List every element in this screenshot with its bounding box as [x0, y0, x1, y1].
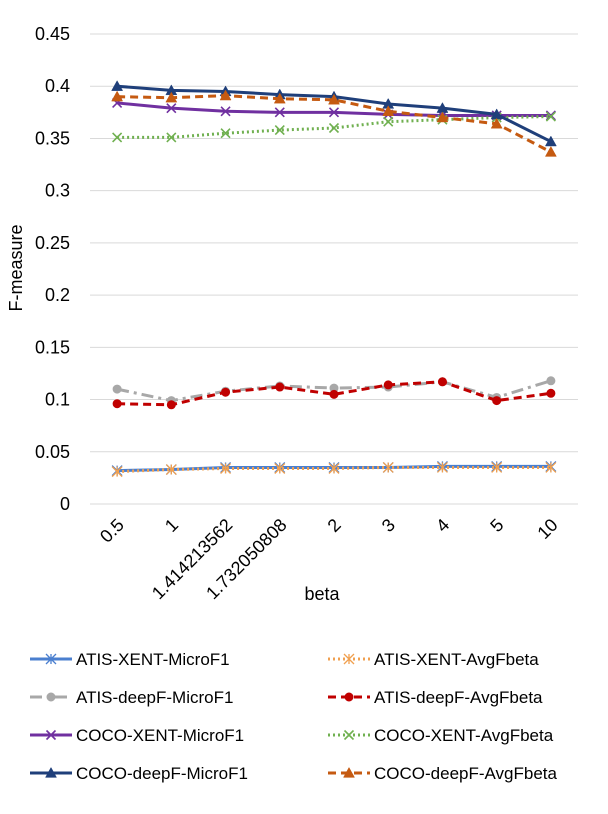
- data-point: [382, 105, 395, 116]
- legend-item: ATIS-deepF-AvgFbeta: [328, 688, 543, 707]
- data-point: [111, 466, 123, 478]
- x-tick-label: 0.5: [96, 515, 128, 547]
- legend-item: COCO-deepF-MicroF1: [30, 764, 248, 783]
- data-point: [436, 111, 449, 123]
- x-tick-label: 1: [161, 515, 182, 536]
- data-point: [546, 388, 556, 398]
- y-axis-title: F-measure: [6, 224, 26, 311]
- data-point: [273, 92, 286, 104]
- series-line: [117, 380, 552, 407]
- data-point: [328, 107, 340, 118]
- x-tick-label: 2: [324, 515, 345, 536]
- data-point: [112, 384, 122, 394]
- legend-marker: [45, 729, 57, 741]
- data-point: [437, 377, 447, 387]
- data-point: [221, 387, 231, 397]
- data-point: [274, 463, 286, 474]
- y-tick-label: 0.35: [35, 128, 70, 148]
- data-point: [328, 122, 340, 134]
- y-tick-label: 0.45: [35, 24, 70, 44]
- data-point: [166, 400, 176, 410]
- data-point: [492, 396, 502, 406]
- legend-label: COCO-XENT-AvgFbeta: [374, 726, 554, 745]
- data-point: [111, 80, 124, 91]
- y-tick-label: 0.05: [35, 442, 70, 462]
- data-point: [545, 111, 556, 122]
- data-point: [329, 389, 339, 399]
- legend-marker: [45, 653, 57, 665]
- legend-item: COCO-XENT-AvgFbeta: [328, 726, 554, 745]
- legend-marker: [45, 766, 57, 778]
- y-tick-label: 0.1: [45, 390, 70, 410]
- data-point: [328, 463, 340, 474]
- x-axis-title: beta: [304, 584, 340, 604]
- series-COCO-deepF-AvgFbeta: [111, 89, 557, 157]
- data-point: [165, 91, 178, 103]
- legend-item: ATIS-XENT-AvgFbeta: [328, 650, 539, 669]
- legend-label: ATIS-deepF-MicroF1: [76, 688, 233, 707]
- legend-item: COCO-XENT-MicroF1: [30, 726, 244, 745]
- gridlines: [90, 33, 578, 505]
- data-point: [111, 90, 124, 102]
- series-line: [117, 94, 552, 154]
- x-tick-label: 10: [533, 515, 561, 543]
- legend-label: COCO-deepF-MicroF1: [76, 764, 248, 783]
- legend-marker: [343, 766, 355, 778]
- y-tick-label: 0.25: [35, 233, 70, 253]
- y-tick-label: 0.3: [45, 181, 70, 201]
- legend-marker: [343, 653, 355, 665]
- y-tick-label: 0.15: [35, 337, 70, 357]
- data-point: [166, 132, 177, 143]
- y-tick-labels: 0 0.05 0.1 0.15 0.2 0.25 0.3 0.35 0.4 0.45: [35, 24, 70, 514]
- data-point: [544, 146, 557, 157]
- legend-label: COCO-deepF-AvgFbeta: [374, 764, 558, 783]
- data-point: [274, 125, 285, 136]
- legend-label: ATIS-XENT-MicroF1: [76, 650, 230, 669]
- data-point: [274, 107, 285, 118]
- data-point: [382, 461, 394, 473]
- y-tick-label: 0.2: [45, 285, 70, 305]
- legend-label: ATIS-deepF-AvgFbeta: [374, 688, 543, 707]
- legend-item: ATIS-XENT-MicroF1: [30, 650, 230, 669]
- x-tick-label: 4: [432, 515, 453, 536]
- data-point: [490, 117, 503, 129]
- x-tick-label: 5: [486, 515, 507, 536]
- legend-marker: [344, 692, 354, 702]
- data-point: [546, 376, 556, 386]
- y-tick-label: 0.4: [45, 76, 70, 96]
- series-ATIS-XENT-AvgFbeta: [111, 461, 557, 478]
- series-lines: [111, 80, 557, 478]
- legend-label: ATIS-XENT-AvgFbeta: [374, 650, 539, 669]
- data-point: [112, 399, 122, 409]
- legend-marker: [343, 729, 355, 741]
- data-point: [545, 461, 557, 473]
- y-tick-label: 0: [60, 494, 70, 514]
- data-point: [436, 461, 448, 473]
- data-point: [383, 380, 393, 390]
- data-point: [112, 132, 123, 143]
- data-point: [220, 128, 231, 139]
- legend-label: COCO-XENT-MicroF1: [76, 726, 244, 745]
- data-point: [219, 89, 232, 101]
- data-point: [220, 106, 231, 117]
- data-point: [383, 116, 394, 127]
- legend: ATIS-XENT-MicroF1 ATIS-XENT-AvgFbeta ATIS-…: [30, 650, 558, 783]
- x-tick-label: 3: [378, 515, 399, 536]
- data-point: [165, 464, 177, 475]
- data-point: [220, 463, 232, 474]
- series-ATIS-deepF-AvgFbeta: [112, 377, 556, 410]
- legend-item: COCO-deepF-AvgFbeta: [328, 764, 558, 783]
- legend-marker: [46, 692, 56, 702]
- data-point: [166, 103, 177, 114]
- data-point: [275, 382, 285, 392]
- data-point: [544, 135, 557, 147]
- data-point: [328, 93, 340, 105]
- legend-item: ATIS-deepF-MicroF1: [30, 688, 233, 707]
- data-point: [491, 461, 503, 473]
